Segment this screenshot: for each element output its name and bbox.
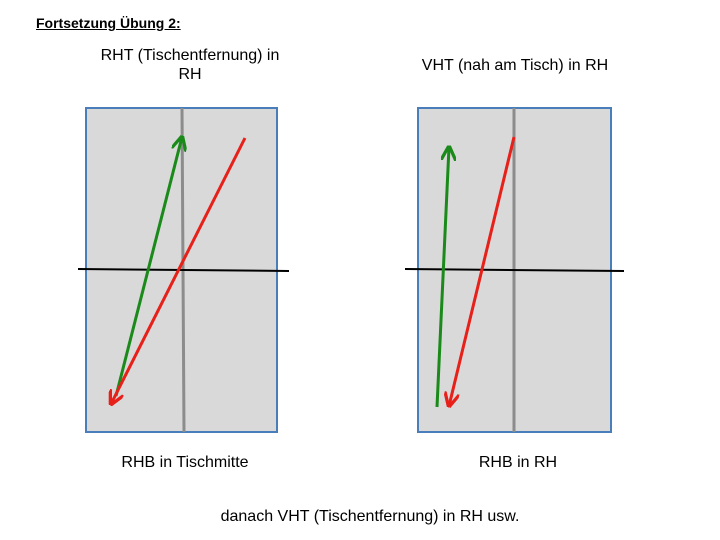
right-green-arrow [435, 147, 449, 408]
left-table [77, 107, 290, 433]
right-table-net [404, 268, 625, 272]
left-red-arrow [111, 137, 247, 404]
left-table-net [77, 268, 290, 272]
left-table-bottom-label: RHB in Tischmitte [121, 454, 249, 471]
left-green-arrow [114, 137, 182, 397]
right-table-top-label: VHT (nah am Tisch) in RH [421, 57, 609, 74]
right-red-arrow [449, 136, 516, 406]
slide-heading: Fortsetzung Übung 2: [36, 15, 181, 31]
left-table-top-label: RHT (Tischentfernung) in RH [100, 47, 280, 83]
footer-note: danach VHT (Tischentfernung) in RH usw. [220, 508, 520, 525]
right-table-bottom-label: RHB in RH [478, 454, 558, 471]
right-table [404, 107, 625, 433]
